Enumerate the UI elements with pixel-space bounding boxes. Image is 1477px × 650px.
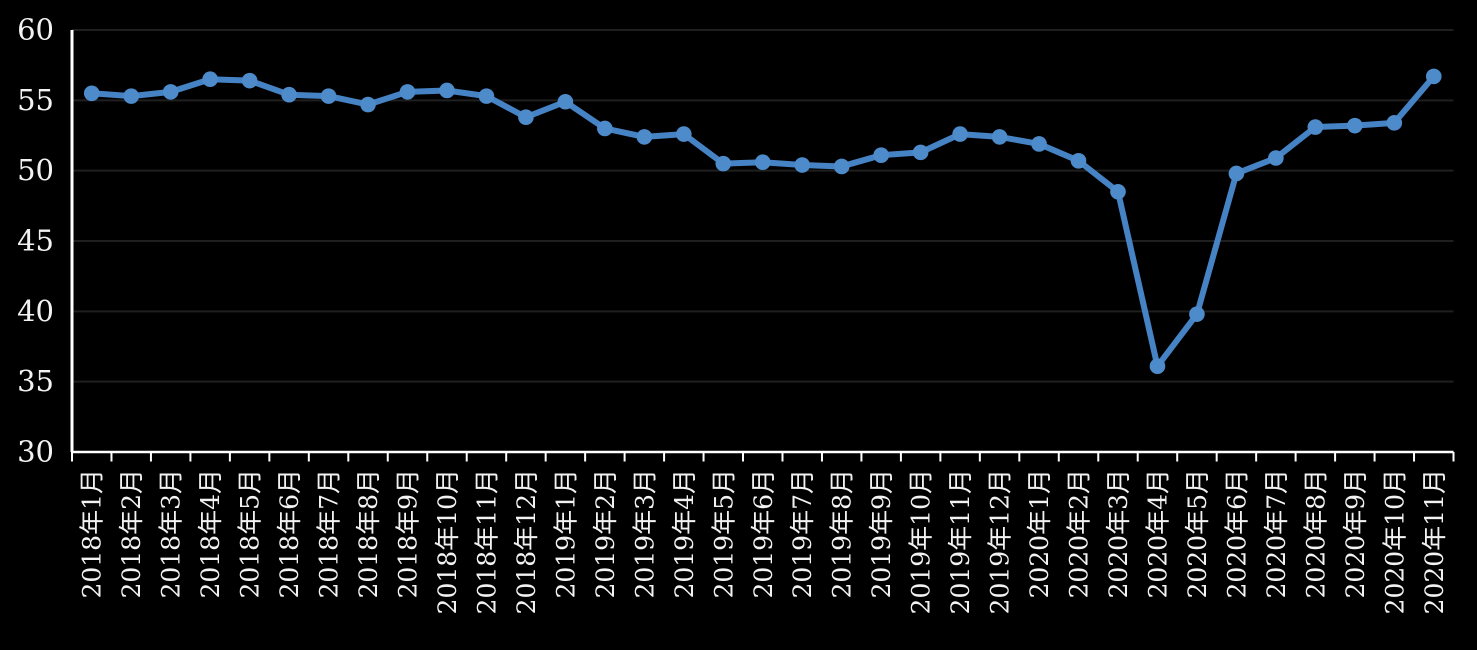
data-point-marker (1386, 115, 1403, 131)
y-tick-label: 30 (17, 435, 54, 469)
x-tick-label: 2020年4月 (1143, 469, 1172, 599)
data-point-marker (162, 84, 179, 100)
x-tick-label: 2019年2月 (591, 469, 620, 599)
x-tick-label: 2018年10月 (433, 469, 462, 614)
x-tick-label: 2018年4月 (196, 469, 225, 599)
data-point-marker (754, 154, 771, 171)
x-tick-label: 2018年7月 (315, 469, 344, 599)
x-tick-label: 2019年8月 (828, 469, 857, 599)
y-tick-label: 45 (17, 224, 54, 258)
x-tick-label: 2019年5月 (709, 469, 738, 599)
x-tick-label: 2019年9月 (867, 469, 896, 599)
x-tick-label: 2019年4月 (670, 469, 699, 599)
y-gridlines (72, 29, 1454, 383)
data-point-marker (1070, 153, 1087, 169)
data-point-marker (557, 93, 574, 110)
x-tick-label: 2018年3月 (157, 469, 186, 599)
x-tick-label: 2018年6月 (275, 469, 304, 599)
data-point-marker (83, 85, 100, 102)
data-point-marker (123, 88, 140, 104)
data-point-marker (794, 157, 811, 173)
data-point-marker (439, 82, 455, 99)
data-point-marker (715, 155, 732, 172)
x-axis-labels: 2018年1月 2018年2月 2018年3月 2018年4月 2018年5月 2018年… (78, 469, 1449, 614)
x-tick-label: 2019年10月 (907, 469, 936, 614)
x-tick-label: 2019年1月 (551, 469, 580, 599)
data-point-marker (1307, 119, 1324, 135)
x-tick-label: 2020年8月 (1301, 469, 1330, 599)
x-tick-label: 2019年7月 (788, 469, 817, 599)
data-point-marker (1425, 68, 1442, 85)
x-tick-label: 2018年9月 (394, 469, 423, 599)
x-tick-label: 2019年12月 (986, 469, 1015, 614)
data-point-marker (991, 129, 1008, 145)
x-tick-label: 2018年1月 (78, 469, 107, 599)
x-tick-label: 2018年11月 (472, 469, 501, 614)
data-point-marker (1347, 117, 1363, 134)
x-tick-label: 2020年11月 (1420, 469, 1449, 614)
data-point-marker (360, 96, 376, 113)
x-tick-label: 2019年11月 (946, 469, 975, 614)
data-point-marker (636, 129, 653, 145)
data-point-marker (320, 88, 337, 104)
x-tick-label: 2020年10月 (1380, 469, 1409, 614)
x-tick-label: 2020年6月 (1222, 469, 1251, 599)
x-tick-label: 2018年8月 (354, 469, 383, 599)
data-point-marker (281, 86, 297, 103)
data-point-marker (1031, 136, 1047, 152)
data-point-marker (399, 84, 416, 100)
data-point-marker (1149, 358, 1166, 374)
data-point-marker (1189, 306, 1205, 322)
x-tick-label: 2020年7月 (1262, 469, 1291, 599)
data-point-marker (518, 109, 534, 126)
y-tick-label: 55 (17, 83, 54, 117)
x-tick-label: 2020年9月 (1341, 469, 1370, 599)
data-point-marker (202, 71, 218, 88)
y-tick-label: 35 (17, 364, 54, 398)
x-tick-label: 2020年1月 (1025, 469, 1054, 599)
x-tick-label: 2020年2月 (1065, 469, 1094, 599)
x-tick-label: 2018年2月 (117, 469, 146, 599)
y-axis-labels: 30 35 40 45 50 55 60 (17, 13, 54, 469)
data-point-marker (241, 72, 258, 89)
data-point-marker (912, 144, 929, 161)
x-tick-label: 2018年12月 (512, 469, 541, 614)
x-tick-label: 2019年3月 (630, 469, 659, 599)
y-tick-label: 50 (17, 153, 54, 187)
data-point-marker (597, 120, 613, 137)
data-point-marker (676, 126, 692, 142)
x-tick-label: 2018年5月 (236, 469, 265, 599)
x-axis-ticks (71, 452, 1455, 462)
x-tick-label: 2020年5月 (1183, 469, 1212, 599)
data-point-markers (83, 68, 1442, 374)
data-point-marker (1268, 150, 1284, 166)
y-tick-label: 40 (17, 294, 54, 328)
x-tick-label: 2019年6月 (749, 469, 778, 599)
data-point-marker (833, 158, 850, 175)
y-tick-label: 60 (17, 13, 54, 47)
data-point-marker (873, 147, 889, 163)
data-point-marker (478, 88, 495, 104)
data-point-marker (952, 126, 968, 142)
data-point-marker (1228, 165, 1245, 182)
x-tick-label: 2020年3月 (1104, 469, 1133, 599)
data-point-marker (1110, 183, 1126, 200)
